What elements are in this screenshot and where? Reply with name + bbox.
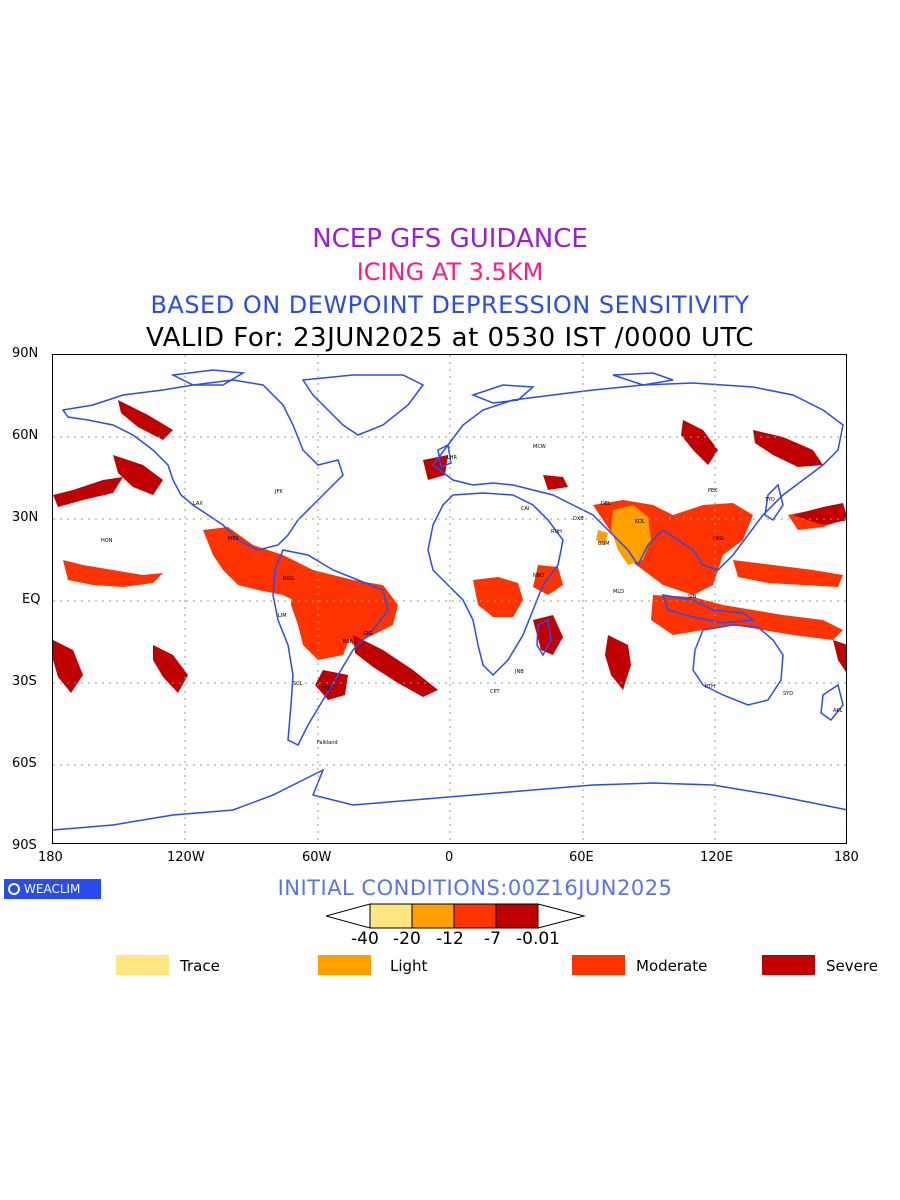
world-map: MCW HON Falkland CPT PTH MLD DEL BOM KOL… (53, 355, 846, 843)
logo-ring-icon (8, 883, 20, 895)
lon-label-180e: 180 (834, 850, 859, 865)
colorbar-tick: -40 (351, 929, 379, 949)
world-map-panel: MCW HON Falkland CPT PTH MLD DEL BOM KOL… (52, 354, 847, 844)
station-label: LIM (278, 613, 287, 619)
legend-swatch-severe (762, 955, 815, 975)
station-label: DEL (601, 501, 611, 507)
colorbar-tick: -7 (484, 929, 501, 949)
station-label: CPT (490, 689, 501, 695)
lat-label-eq: EQ (22, 592, 41, 607)
station-label: PTH (705, 684, 715, 690)
legend-label-severe: Severe (826, 957, 878, 975)
station-label: GIG (363, 631, 372, 637)
station-label: MEX (228, 536, 239, 542)
title-line-1: NCEP GFS GUIDANCE (312, 224, 588, 254)
lat-label-90n: 90N (12, 346, 39, 361)
station-label: AKL (833, 708, 843, 714)
station-label: JFK (274, 489, 283, 495)
station-label: BSB (343, 639, 354, 645)
station-label: KOL (635, 519, 645, 525)
station-label: DXB (573, 516, 584, 522)
legend-label-trace: Trace (180, 957, 220, 975)
station-label: EZE (321, 686, 331, 692)
colorbar (326, 903, 586, 929)
initial-conditions-label: INITIAL CONDITIONS:00Z16JUN2025 (277, 876, 673, 900)
station-labels: MCW HON Falkland CPT PTH MLD DEL BOM KOL… (101, 444, 843, 746)
station-label: HKG (713, 536, 724, 542)
station-label: SYD (783, 691, 793, 697)
logo-text: WEACLIM (24, 882, 81, 896)
title-line-2: ICING AT 3.5KM (356, 258, 544, 286)
legend-swatch-light (318, 955, 371, 975)
graticule (53, 355, 846, 843)
colorbar-cell-moderate (453, 903, 497, 929)
lon-label-180w: 180 (38, 850, 63, 865)
station-label: LAX (193, 501, 203, 507)
colorbar-tick: -0.01 (516, 929, 560, 949)
station-label: NBO (533, 573, 544, 579)
lon-label-60w: 60W (302, 850, 332, 865)
valid-time-title: VALID For: 23JUN2025 at 0530 IST /0000 U… (145, 323, 755, 353)
station-label: Falkland (317, 740, 338, 746)
station-label: CAI (521, 506, 529, 512)
station-label: SIN (688, 594, 697, 600)
station-label: HON (101, 538, 113, 544)
title-line-3: BASED ON DEWPOINT DEPRESSION SENSITIVITY (150, 291, 750, 319)
legend-swatch-trace (116, 955, 169, 975)
colorbar-tick: -12 (436, 929, 464, 949)
station-label: MCW (533, 444, 546, 450)
lat-label-30n: 30N (12, 510, 39, 525)
station-label: SCL (293, 681, 303, 687)
legend-label-moderate: Moderate (636, 957, 708, 975)
legend-label-light: Light (390, 957, 428, 975)
station-label: PEK (708, 488, 718, 494)
station-label: TYO (764, 497, 775, 503)
legend-swatch-moderate (572, 955, 625, 975)
colorbar-cell-severe (495, 903, 539, 929)
station-label: LHR (447, 455, 458, 461)
station-label: JNB (514, 669, 524, 675)
weaclim-logo: WEACLIM (4, 879, 101, 899)
station-label: BOM (598, 541, 610, 547)
lon-label-60e: 60E (569, 850, 594, 865)
station-label: MLD (613, 589, 624, 595)
lat-label-60s: 60S (12, 756, 37, 771)
lat-label-60n: 60N (12, 428, 39, 443)
lat-label-30s: 30S (12, 674, 37, 689)
lon-label-120e: 120E (700, 850, 734, 865)
colorbar-right-arrow (537, 903, 586, 929)
colorbar-cell-trace (369, 903, 413, 929)
station-label: RUH (551, 529, 562, 535)
colorbar-tick: -20 (393, 929, 421, 949)
station-label: BOG (283, 576, 294, 582)
lon-label-0: 0 (445, 850, 454, 865)
lat-label-90s: 90S (12, 838, 37, 853)
lon-label-120w: 120W (167, 850, 205, 865)
icing-areas (53, 400, 846, 700)
colorbar-left-arrow (326, 903, 371, 929)
coastlines (53, 369, 846, 831)
colorbar-cell-light (411, 903, 455, 929)
